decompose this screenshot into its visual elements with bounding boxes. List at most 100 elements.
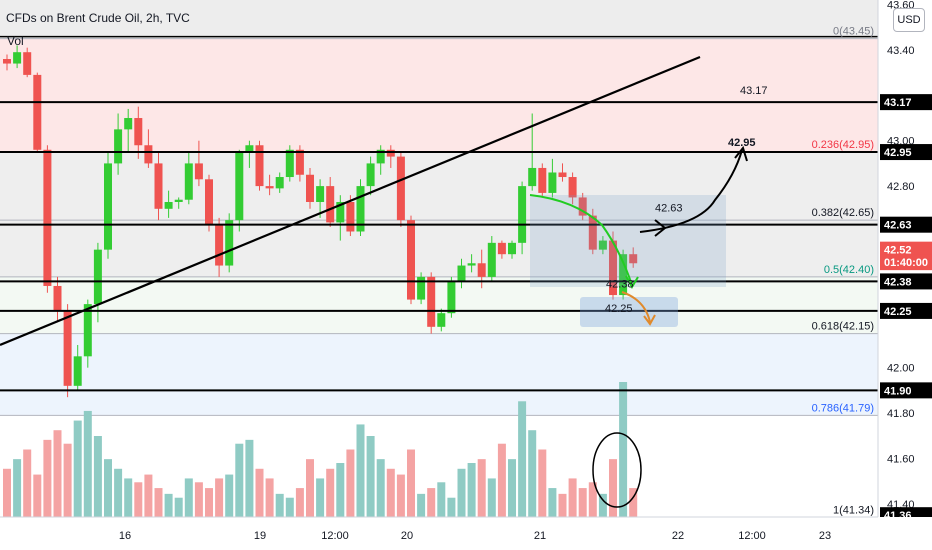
volume-bar [265, 478, 274, 517]
candle-body [336, 201, 345, 223]
candle [53, 276, 62, 323]
upside-path-arrow [639, 149, 743, 233]
candle [114, 113, 123, 175]
volume-bar [245, 439, 254, 517]
volume-bar [497, 443, 506, 517]
fib-level-label: 0(43.45) [833, 26, 874, 38]
candle [265, 174, 274, 196]
candle-body [164, 201, 173, 209]
volume-bar [558, 493, 567, 517]
candle [134, 106, 143, 159]
candle [629, 247, 638, 268]
chart-title: CFDs on Brent Crude Oil, 2h, TVC [6, 11, 190, 25]
candle [518, 181, 527, 255]
orange-arrow-head [643, 314, 656, 326]
candle-body [548, 172, 557, 193]
volume-bar [568, 478, 577, 517]
price-tag [880, 216, 932, 233]
candle [326, 177, 335, 227]
time-tick-label: 21 [534, 530, 546, 542]
candle [13, 45, 22, 69]
fib-zone [0, 333, 878, 416]
candle [619, 249, 628, 300]
candle-body [83, 304, 92, 357]
time-tick-label: 16 [119, 530, 131, 542]
price-tick-label: 41.60 [887, 453, 915, 465]
annotation-level-text: 42.25 [605, 303, 633, 315]
fib-level-label: 0.618(42.15) [812, 321, 874, 333]
candle-body [417, 276, 426, 300]
volume-bar [396, 474, 405, 517]
fib-level-label: 0.236(42.95) [812, 139, 874, 151]
fib-level-label: 0.382(42.65) [812, 207, 874, 219]
candle-body [578, 197, 587, 216]
volume-bar [134, 482, 143, 517]
volume-bar [487, 478, 496, 517]
volume-bar [538, 449, 547, 517]
price-tag-label: 42.25 [884, 306, 912, 318]
candle-body [447, 281, 456, 314]
volume-bar [43, 439, 52, 517]
volume-bar [174, 497, 183, 517]
candle-body [326, 186, 335, 223]
volume-bar [144, 474, 153, 517]
candle [245, 140, 254, 168]
candle-body [285, 149, 294, 178]
volume-bar [588, 482, 597, 517]
price-tick-label: 43.60 [887, 0, 915, 12]
candle-body [316, 186, 325, 202]
price-tag-label: 42.95 [884, 147, 912, 159]
candle [427, 272, 436, 334]
candle-body [194, 163, 203, 180]
candle-body [3, 59, 11, 64]
volume-bar [316, 478, 325, 517]
candle [184, 152, 193, 205]
candle-body [144, 145, 153, 164]
candle-body [73, 356, 82, 386]
candle-body [518, 186, 527, 243]
candle-body [407, 220, 415, 300]
price-tag [880, 241, 932, 258]
candle [3, 54, 11, 71]
volume-bar [63, 443, 72, 517]
volume-highlight-circle [592, 432, 642, 508]
candle [548, 158, 557, 198]
candle-body [33, 74, 42, 150]
candle [104, 152, 112, 259]
orange-path-arrow [621, 291, 651, 323]
price-tag-label: 41.90 [884, 385, 912, 397]
volume-bar [215, 478, 224, 517]
time-tick-label: 22 [672, 530, 684, 542]
volume-bar [619, 382, 628, 517]
volume-bar [83, 410, 92, 517]
volume-bar [93, 436, 102, 517]
green-path-arrow [529, 194, 633, 286]
time-tick-label: 19 [254, 530, 266, 542]
time-axis [0, 517, 932, 550]
candle [598, 236, 607, 255]
candle [407, 215, 415, 305]
price-tag-label: 43.17 [884, 97, 912, 109]
currency-button[interactable]: USD [893, 8, 925, 32]
candle-body [396, 156, 405, 221]
candle-body [457, 265, 466, 282]
candle-body [497, 242, 506, 255]
green-arrow-head [625, 275, 639, 290]
candle-body [376, 149, 385, 164]
candle-body [609, 240, 617, 296]
volume-label: Vol [7, 34, 24, 48]
candle-body [306, 174, 314, 202]
volume-bar [295, 488, 304, 517]
candle-body [124, 118, 133, 130]
candle [154, 152, 163, 221]
volume-bar [13, 459, 22, 517]
fib-zone [0, 38, 878, 153]
candle [538, 163, 547, 198]
volume-bar [598, 493, 607, 517]
candle [487, 236, 496, 282]
candle [174, 197, 183, 209]
volume-bar [437, 482, 446, 517]
price-tag [880, 382, 932, 399]
